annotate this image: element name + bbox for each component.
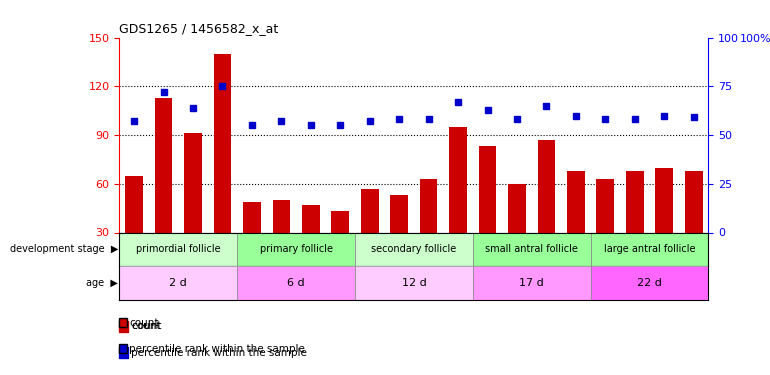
- Text: development stage  ▶: development stage ▶: [9, 244, 118, 254]
- Bar: [473, 232, 591, 266]
- Bar: [537, 140, 555, 281]
- Text: age  ▶: age ▶: [86, 278, 118, 288]
- Text: GDS1265 / 1456582_x_at: GDS1265 / 1456582_x_at: [119, 22, 279, 35]
- Bar: [302, 205, 320, 281]
- Text: large antral follicle: large antral follicle: [604, 244, 695, 254]
- Bar: [420, 179, 437, 281]
- Text: count: count: [129, 318, 159, 327]
- Bar: [243, 202, 261, 281]
- Text: 2 d: 2 d: [169, 278, 187, 288]
- Bar: [449, 127, 467, 281]
- Text: small antral follicle: small antral follicle: [485, 244, 578, 254]
- Bar: [355, 266, 473, 300]
- Text: percentile rank within the sample: percentile rank within the sample: [131, 348, 306, 357]
- Text: 22 d: 22 d: [637, 278, 662, 288]
- Bar: [213, 54, 231, 281]
- Bar: [685, 171, 702, 281]
- Bar: [361, 189, 379, 281]
- Bar: [237, 266, 355, 300]
- Text: primordial follicle: primordial follicle: [136, 244, 220, 254]
- Bar: [655, 168, 673, 281]
- Bar: [184, 134, 202, 281]
- Y-axis label: 100%: 100%: [740, 34, 770, 44]
- Bar: [597, 179, 614, 281]
- Bar: [119, 232, 237, 266]
- Bar: [126, 176, 143, 281]
- Text: ■ count: ■ count: [119, 321, 162, 331]
- Bar: [119, 266, 237, 300]
- Bar: [567, 171, 584, 281]
- Bar: [273, 200, 290, 281]
- Bar: [237, 232, 355, 266]
- Bar: [390, 195, 408, 281]
- Bar: [473, 266, 591, 300]
- Text: 6 d: 6 d: [287, 278, 305, 288]
- Bar: [479, 146, 497, 281]
- Text: count: count: [131, 321, 160, 331]
- Text: secondary follicle: secondary follicle: [371, 244, 457, 254]
- Text: 17 d: 17 d: [519, 278, 544, 288]
- Bar: [355, 232, 473, 266]
- Bar: [508, 184, 526, 281]
- Text: percentile rank within the sample: percentile rank within the sample: [129, 344, 305, 354]
- Text: 12 d: 12 d: [401, 278, 427, 288]
- Bar: [155, 98, 172, 281]
- Text: primary follicle: primary follicle: [259, 244, 333, 254]
- Bar: [331, 211, 349, 281]
- Bar: [591, 232, 708, 266]
- Bar: [591, 266, 708, 300]
- Bar: [626, 171, 644, 281]
